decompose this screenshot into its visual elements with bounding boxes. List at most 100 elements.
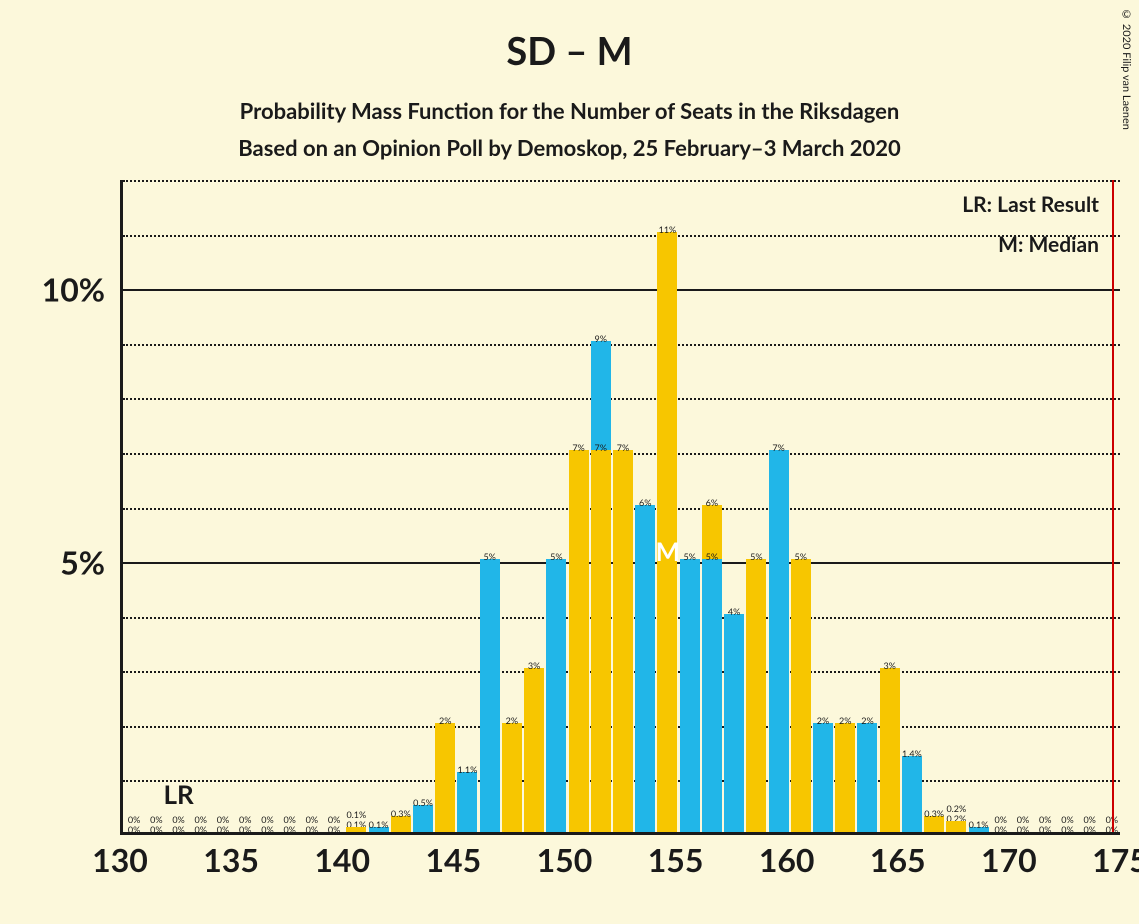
bar-yellow — [613, 450, 633, 832]
bar-value-label: 0% — [150, 824, 162, 835]
chart-subtitle: Probability Mass Function for the Number… — [0, 92, 1139, 167]
bar-value-label: 0% — [328, 824, 340, 835]
bar-value-label: 0% — [195, 824, 207, 835]
bar-value-label: 0% — [1061, 824, 1073, 835]
x-tick-label: 130 — [92, 840, 148, 879]
bar-value-label: 0% — [328, 814, 340, 825]
copyright: © 2020 Filip van Laenen — [1120, 8, 1133, 130]
bar-yellow — [435, 723, 455, 832]
x-tick-label: 175 — [1092, 840, 1139, 879]
bar-value-label: 2% — [506, 715, 518, 726]
grid-minor — [123, 398, 1120, 400]
bar-value-label: 6% — [639, 497, 651, 508]
bar-value-label: 5% — [550, 551, 562, 562]
x-tick-label: 150 — [537, 840, 593, 879]
bar-blue — [680, 559, 700, 832]
bar-value-label: 0% — [239, 814, 251, 825]
bar-yellow — [946, 821, 966, 832]
bar-value-label: 0.1% — [369, 819, 389, 830]
bar-yellow — [346, 827, 366, 832]
bar-value-label: 5% — [683, 551, 695, 562]
bar-value-label: 0% — [1017, 814, 1029, 825]
bar-value-label: 0.1% — [346, 809, 366, 820]
bar-yellow — [746, 559, 766, 832]
bar-value-label: 1.4% — [902, 748, 922, 759]
bar-value-label: 0.3% — [924, 808, 944, 819]
bar-value-label: 5% — [706, 551, 718, 562]
bar-value-label: 0.1% — [969, 819, 989, 830]
median-marker: M — [655, 535, 680, 567]
bar-value-label: 7% — [617, 442, 629, 453]
plot-region: 0%0%0%0%0%0%0%0%0%0%0%0%0%0%0%0%0%0%0%0%… — [120, 180, 1120, 835]
bar-value-label: 0% — [283, 824, 295, 835]
bar-yellow — [791, 559, 811, 832]
bar-yellow — [502, 723, 522, 832]
bar-value-label: 7% — [772, 442, 784, 453]
bar-value-label: 2% — [817, 715, 829, 726]
bar-value-label: 0% — [1039, 814, 1051, 825]
bar-value-label: 0% — [217, 814, 229, 825]
y-tick-label: 10% — [42, 270, 105, 309]
bar-value-label: 2% — [439, 715, 451, 726]
bar-blue — [635, 505, 655, 833]
bar-value-label: 5% — [795, 551, 807, 562]
bar-value-label: 0% — [306, 814, 318, 825]
bar-value-label: 2% — [861, 715, 873, 726]
bar-value-label: 0% — [217, 824, 229, 835]
bar-blue — [813, 723, 833, 832]
x-tick-label: 140 — [314, 840, 370, 879]
x-tick-label: 165 — [870, 840, 926, 879]
grid-major — [123, 289, 1120, 291]
bar-value-label: 0% — [239, 824, 251, 835]
bar-value-label: 0% — [1083, 814, 1095, 825]
bar-value-label: 0% — [195, 814, 207, 825]
bar-value-label: 1.1% — [458, 764, 478, 775]
bar-value-label: 0% — [1061, 814, 1073, 825]
bar-value-label: 0% — [1017, 824, 1029, 835]
bar-value-label: 2% — [839, 715, 851, 726]
y-tick-label: 5% — [60, 543, 105, 582]
bar-blue — [457, 772, 477, 832]
bar-value-label: 7% — [595, 442, 607, 453]
bar-value-label: 3% — [883, 660, 895, 671]
bar-value-label: 0% — [261, 824, 273, 835]
bar-yellow — [880, 668, 900, 832]
bar-value-label: 5% — [750, 551, 762, 562]
bar-yellow — [524, 668, 544, 832]
majority-line — [1112, 180, 1114, 832]
bar-value-label: 0% — [283, 814, 295, 825]
bar-value-label: 0% — [172, 814, 184, 825]
bar-value-label: 0% — [1039, 824, 1051, 835]
bar-blue — [902, 756, 922, 832]
bar-yellow — [835, 723, 855, 832]
bar-value-label: 0% — [150, 814, 162, 825]
bar-value-label: 0.3% — [391, 808, 411, 819]
bar-value-label: 3% — [528, 660, 540, 671]
x-tick-label: 145 — [425, 840, 481, 879]
bar-yellow — [591, 450, 611, 832]
bar-value-label: 0% — [172, 824, 184, 835]
bar-value-label: 0% — [128, 824, 140, 835]
x-tick-label: 135 — [203, 840, 259, 879]
grid-minor — [123, 235, 1120, 237]
bar-value-label: 9% — [595, 333, 607, 344]
bar-value-label: 6% — [706, 497, 718, 508]
bar-value-label: 0% — [995, 824, 1007, 835]
bar-value-label: 11% — [659, 224, 677, 235]
bar-value-label: 0% — [995, 814, 1007, 825]
bar-blue — [480, 559, 500, 832]
bar-blue — [769, 450, 789, 832]
bar-value-label: 0% — [306, 824, 318, 835]
bar-blue — [546, 559, 566, 832]
bar-value-label: 0% — [1083, 824, 1095, 835]
lr-marker: LR — [164, 778, 194, 810]
bar-yellow — [657, 232, 677, 832]
bar-blue — [724, 614, 744, 832]
x-tick-label: 160 — [759, 840, 815, 879]
subtitle-line-1: Probability Mass Function for the Number… — [240, 97, 900, 124]
bar-value-label: 5% — [483, 551, 495, 562]
x-tick-label: 155 — [648, 840, 704, 879]
grid-minor — [123, 180, 1120, 182]
bar-value-label: 7% — [572, 442, 584, 453]
bar-value-label: 0.5% — [413, 797, 433, 808]
